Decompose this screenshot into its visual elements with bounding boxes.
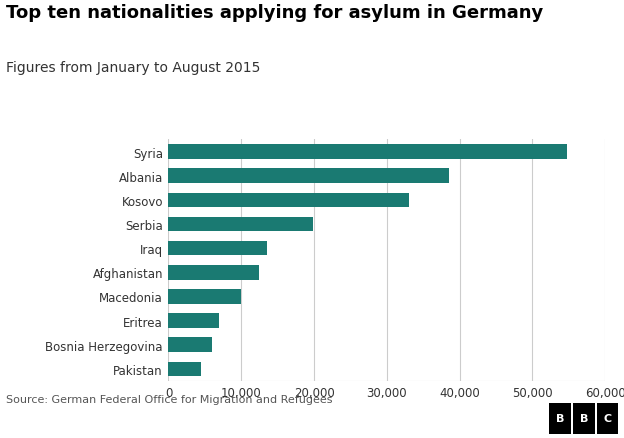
Bar [168, 265, 260, 280]
Bar [168, 169, 449, 184]
Bar [168, 193, 409, 208]
Bar [168, 338, 212, 352]
Text: Figures from January to August 2015: Figures from January to August 2015 [6, 61, 261, 75]
Bar [168, 290, 241, 304]
Bar [168, 145, 567, 159]
Bar [168, 362, 201, 376]
Bar [168, 241, 267, 256]
Text: Top ten nationalities applying for asylum in Germany: Top ten nationalities applying for asylu… [6, 4, 544, 22]
Text: B: B [580, 413, 588, 423]
Text: B: B [556, 413, 564, 423]
Bar [168, 314, 220, 328]
Bar [168, 217, 313, 232]
Text: C: C [603, 413, 612, 423]
Text: Source: German Federal Office for Migration and Refugees: Source: German Federal Office for Migrat… [6, 394, 333, 404]
